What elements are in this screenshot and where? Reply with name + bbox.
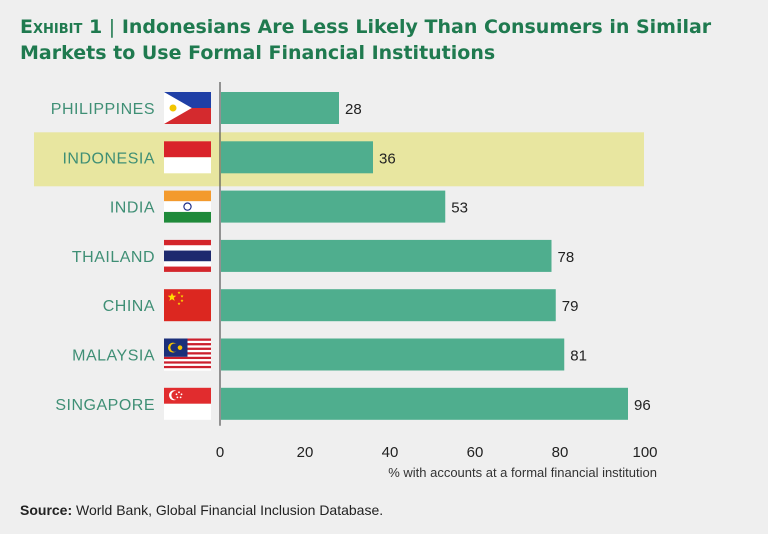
thailand-flag-icon (164, 239, 211, 272)
source-note: Source: World Bank, Global Financial Inc… (20, 502, 383, 518)
category-label: MALAYSIA (72, 348, 155, 365)
bar (221, 338, 565, 371)
x-axis-label: % with accounts at a formal financial in… (388, 465, 657, 480)
category-label: PHILIPPINES (51, 101, 155, 118)
source-label: Source: (20, 502, 73, 518)
data-label: 81 (570, 348, 587, 365)
x-tick-label: 40 (382, 444, 399, 461)
category-label: SINGAPORE (55, 397, 155, 414)
category-label: INDIA (110, 200, 155, 217)
data-label: 36 (379, 150, 396, 167)
title-separator: | (108, 16, 116, 38)
source-text: World Bank, Global Financial Inclusion D… (76, 502, 384, 518)
indonesia-flag-icon (164, 141, 211, 174)
bar (221, 387, 628, 420)
bar (221, 190, 446, 223)
malaysia-flag-icon (164, 338, 211, 371)
bar (221, 289, 556, 322)
x-tick-label: 100 (632, 444, 657, 461)
bar (221, 141, 373, 174)
data-label: 28 (345, 101, 362, 118)
data-label: 79 (562, 298, 579, 315)
title-text: Indonesians Are Less Likely Than Consume… (20, 16, 712, 64)
chart-title: Exhibit 1 | Indonesians Are Less Likely … (20, 14, 750, 66)
data-label: 53 (451, 200, 468, 217)
x-tick-label: 0 (216, 444, 224, 461)
data-label: 96 (634, 397, 651, 414)
bar (221, 239, 552, 272)
x-tick-label: 80 (552, 444, 569, 461)
china-flag-icon (164, 289, 211, 322)
data-label: 78 (558, 249, 575, 266)
india-flag-icon (164, 190, 211, 223)
bar (221, 92, 339, 124)
singapore-flag-icon (164, 387, 211, 420)
x-tick-label: 60 (467, 444, 484, 461)
category-label: INDONESIA (62, 150, 155, 167)
philippines-flag-icon (164, 92, 211, 124)
x-tick-label: 20 (297, 444, 314, 461)
exhibit-label: Exhibit 1 (20, 16, 103, 38)
bar-chart: PHILIPPINES 28 INDONESIA 36 INDIA 53 THAILAND 7… (34, 82, 658, 480)
category-label: THAILAND (72, 249, 155, 266)
category-label: CHINA (103, 298, 155, 315)
